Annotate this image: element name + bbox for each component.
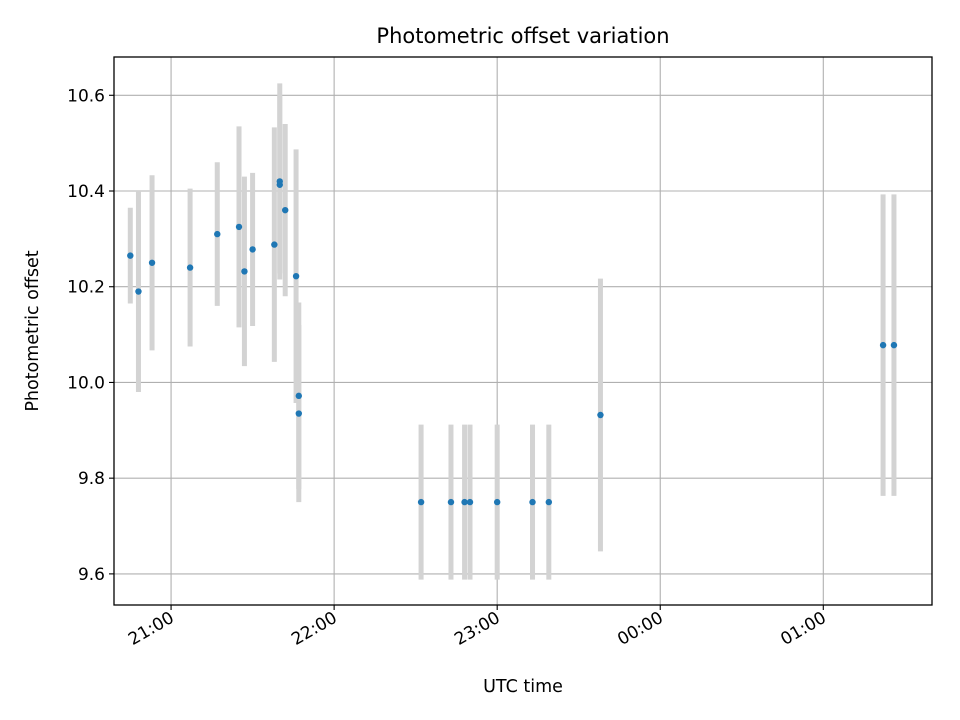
y-axis-label: Photometric offset [23, 250, 43, 411]
y-axis-ticks: 9.6 9.8 10.0 10.2 10.4 10.6 [67, 86, 114, 585]
data-point [135, 288, 142, 295]
data-point [186, 264, 194, 271]
data-point [417, 498, 425, 506]
data-point [276, 181, 283, 188]
grid-lines [114, 57, 932, 605]
data-point [282, 206, 289, 214]
data-point [295, 410, 302, 417]
y-tick-label: 9.8 [78, 469, 105, 489]
data-point [597, 411, 604, 419]
y-tick-label: 10.2 [67, 278, 105, 298]
data-point [148, 259, 156, 266]
data-point [249, 246, 256, 253]
data-points [127, 178, 898, 506]
data-point [879, 341, 887, 349]
data-point [292, 273, 300, 280]
data-point [545, 498, 553, 506]
y-tick-label: 10.0 [67, 373, 105, 393]
data-point [271, 241, 278, 248]
data-point [461, 498, 468, 506]
plot-frame [113, 56, 933, 606]
data-point [235, 223, 243, 231]
data-point [447, 498, 455, 506]
data-point [493, 498, 501, 506]
chart-title: Photometric offset variation [376, 24, 669, 48]
y-tick-label: 10.4 [67, 182, 105, 202]
plot-area [114, 57, 932, 605]
data-point [127, 252, 134, 259]
data-point [241, 268, 248, 275]
y-tick-label: 9.6 [78, 565, 105, 585]
y-tick-label: 10.6 [67, 86, 105, 106]
data-point [295, 392, 302, 400]
data-point [890, 341, 898, 349]
data-point [214, 230, 221, 238]
x-axis-label: UTC time [483, 677, 563, 697]
data-point [466, 498, 474, 506]
data-point [529, 498, 536, 506]
